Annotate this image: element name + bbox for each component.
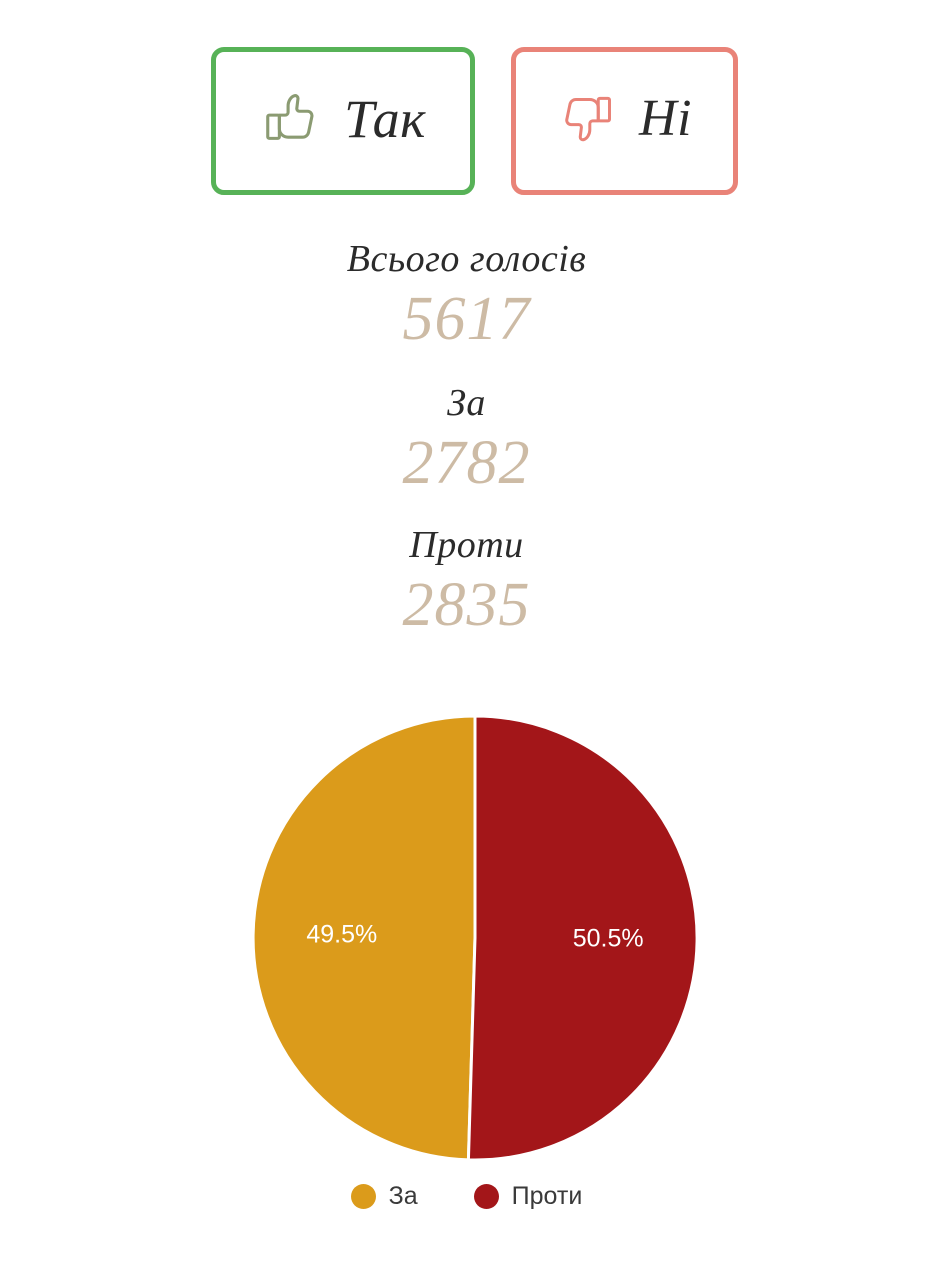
pie-slice-za-percent: 49.5% (306, 921, 377, 949)
legend-label-proty: Проти (511, 1182, 583, 1210)
stat-total-votes-value: 5617 (402, 285, 531, 353)
thumbs-down-icon (557, 89, 617, 154)
stat-votes-for: За 2782 (0, 380, 933, 500)
pie-slice-proty[interactable] (466, 716, 697, 1160)
pie-legend: За Проти (0, 1184, 933, 1209)
legend-label-za: За (388, 1182, 418, 1210)
stat-votes-for-value: 2782 (402, 429, 531, 497)
vote-no-label: Ні (639, 90, 692, 147)
stat-votes-for-label: За (447, 382, 486, 424)
pie-slice-labels: 49.5% 50.5% (306, 921, 643, 953)
stat-total-votes-label: Всього голосів (346, 238, 587, 280)
legend-item-za[interactable]: За (350, 1182, 418, 1210)
stat-votes-against: Проти 2835 (0, 522, 933, 642)
thumbs-up-icon (260, 88, 322, 155)
votes-pie-chart: 49.5% 50.5% (253, 716, 697, 1160)
vote-statistics: Всього голосів 5617 За 2782 Проти 2835 (0, 236, 933, 642)
pie-slices (253, 716, 697, 1160)
vote-yes-label: Так (344, 89, 426, 149)
stat-votes-against-value: 2835 (402, 571, 531, 639)
stat-votes-against-label: Проти (409, 524, 524, 566)
pie-slice-proty-percent: 50.5% (573, 925, 644, 953)
pie-slice-za[interactable] (253, 716, 477, 1160)
legend-dot-za (350, 1184, 376, 1209)
vote-no-button[interactable]: Ні (511, 47, 738, 195)
legend-dot-proty (473, 1184, 499, 1209)
pie-svg: 49.5% 50.5% (253, 716, 697, 1160)
vote-yes-button[interactable]: Так (211, 47, 475, 195)
legend-item-proty[interactable]: Проти (473, 1182, 583, 1210)
vote-buttons-row: Так Ні (0, 47, 933, 197)
stat-total-votes: Всього голосів 5617 (0, 236, 933, 356)
